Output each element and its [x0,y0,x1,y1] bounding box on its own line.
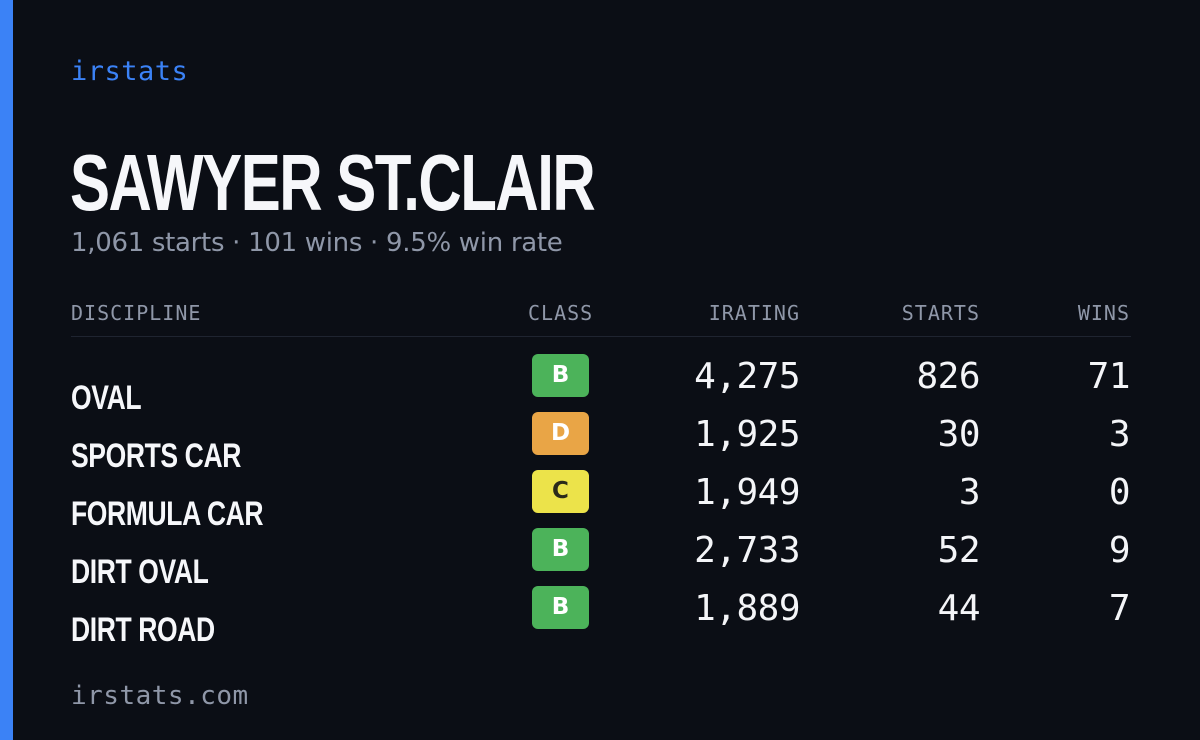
class-badge: B [532,354,589,397]
discipline-name: DIRT OVAL [71,553,209,591]
starts-value: 826 [916,356,980,397]
starts-value: 3 [958,472,981,513]
stats-table: DISCIPLINE CLASS IRATING STARTS WINS OVA… [71,296,1131,647]
header-class: CLASS [528,301,594,325]
table-header: DISCIPLINE CLASS IRATING STARTS WINS [71,296,1131,337]
class-badge: C [532,470,589,513]
starts-value: 44 [937,588,981,629]
discipline-name: FORMULA CAR [71,495,264,533]
class-badge: D [532,412,589,455]
driver-summary: 1,061 starts · 101 wins · 9.5% win rate [71,228,563,258]
brand-label: irstats [71,56,189,87]
wins-value: 7 [1108,588,1131,629]
header-wins: WINS [1077,301,1130,325]
table-row: DIRT ROAD B 1,889 44 7 [71,585,1131,647]
starts-value: 30 [937,414,981,455]
irating-value: 4,275 [694,356,800,397]
discipline-name: DIRT ROAD [71,611,215,649]
discipline-name: SPORTS CAR [71,437,241,475]
table-row: OVAL B 4,275 826 71 [71,353,1131,415]
irating-value: 1,949 [694,472,800,513]
discipline-name: OVAL [71,379,142,417]
irating-value: 1,925 [694,414,800,455]
starts-value: 52 [937,530,981,571]
table-row: FORMULA CAR C 1,949 3 0 [71,469,1131,531]
class-badge: B [532,528,589,571]
irating-value: 1,889 [694,588,800,629]
table-body: OVAL B 4,275 826 71 SPORTS CAR D 1,925 3… [71,337,1131,647]
header-starts: STARTS [901,301,980,325]
accent-bar [0,0,13,740]
header-discipline: DISCIPLINE [71,301,202,325]
wins-value: 71 [1087,356,1131,397]
wins-value: 0 [1108,472,1131,513]
table-row: DIRT OVAL B 2,733 52 9 [71,527,1131,589]
footer-domain: irstats.com [71,681,249,711]
irating-value: 2,733 [694,530,800,571]
class-badge: B [532,586,589,629]
wins-value: 9 [1108,530,1131,571]
table-row: SPORTS CAR D 1,925 30 3 [71,411,1131,473]
wins-value: 3 [1108,414,1131,455]
driver-name: SAWYER ST.CLAIR [70,138,596,227]
header-irating: IRATING [708,301,800,325]
